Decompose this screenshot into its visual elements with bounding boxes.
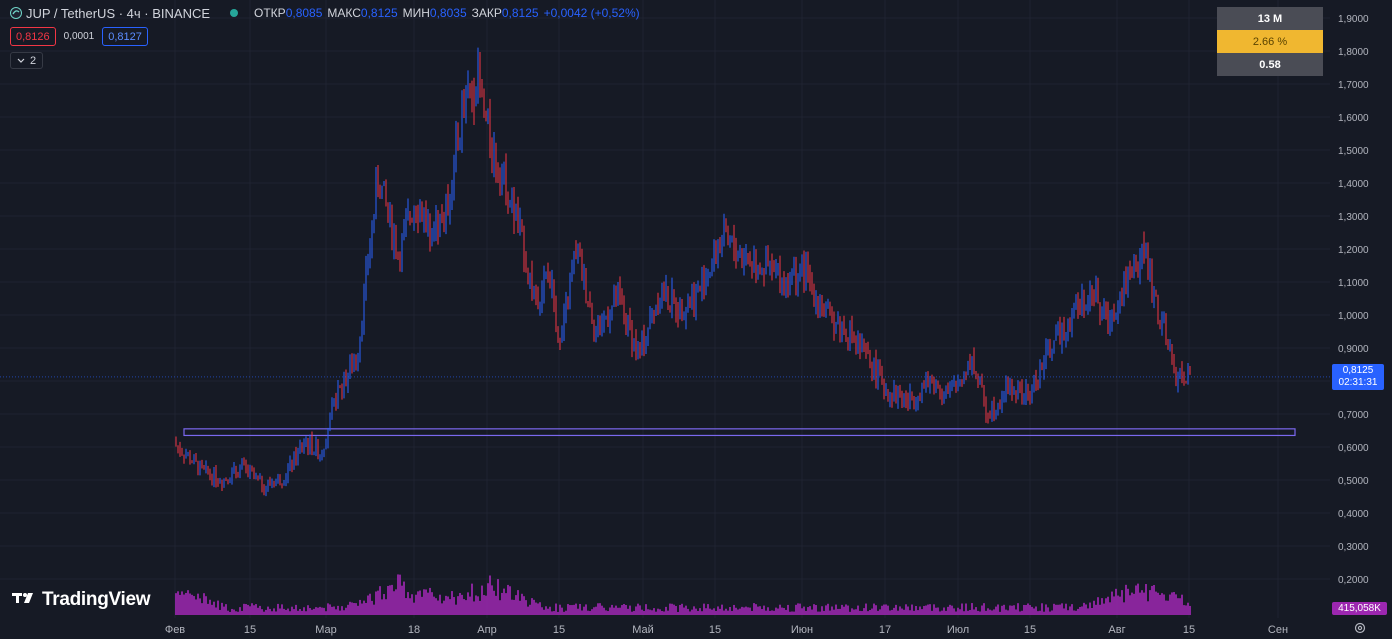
price-tick-label: 1,0000 bbox=[1338, 311, 1369, 322]
price-tick-label: 0,7000 bbox=[1338, 410, 1369, 421]
price-tick-label: 1,1000 bbox=[1338, 278, 1369, 289]
sell-button[interactable]: 0,8126 bbox=[10, 27, 56, 46]
low-label: МИН bbox=[402, 6, 430, 20]
price-tick-label: 0,6000 bbox=[1338, 443, 1369, 454]
price-tick-label: 1,9000 bbox=[1338, 14, 1369, 25]
open-label: ОТКР bbox=[254, 6, 286, 20]
price-tick-label: 1,2000 bbox=[1338, 245, 1369, 256]
support-zone[interactable] bbox=[183, 428, 1296, 437]
price-tick-label: 1,3000 bbox=[1338, 212, 1369, 223]
time-tick-label: 15 bbox=[553, 624, 565, 636]
time-tick-label: 15 bbox=[1183, 624, 1195, 636]
price-tick-label: 1,5000 bbox=[1338, 146, 1369, 157]
price-tick-label: 0,2000 bbox=[1338, 575, 1369, 586]
time-tick-label: 15 bbox=[709, 624, 721, 636]
indicators-toggle-button[interactable]: 2 bbox=[10, 52, 44, 69]
current-price-tag: 0,8125 02:31:31 bbox=[1332, 363, 1384, 390]
settings-gear-icon[interactable] bbox=[1353, 621, 1367, 635]
time-tick-label: Авг bbox=[1108, 624, 1125, 636]
price-tick-label: 0,5000 bbox=[1338, 476, 1369, 487]
low-value: 0,8035 bbox=[429, 6, 467, 20]
price-tick-label: 1,6000 bbox=[1338, 113, 1369, 124]
current-price-value: 0,8125 bbox=[1342, 364, 1374, 376]
info-cell-3: 0.58 bbox=[1217, 53, 1323, 76]
info-table: 13 M 2.66 % 0.58 bbox=[1217, 7, 1323, 76]
quote-row: 0,8126 0,0001 0,8127 bbox=[10, 27, 148, 46]
time-tick-label: 18 bbox=[408, 624, 420, 636]
indicators-count: 2 bbox=[30, 54, 37, 67]
buy-button[interactable]: 0,8127 bbox=[102, 27, 148, 46]
time-tick-label: Июн bbox=[791, 624, 813, 636]
price-tick-label: 1,4000 bbox=[1338, 179, 1369, 190]
bar-countdown: 02:31:31 bbox=[1338, 376, 1378, 388]
time-tick-label: Апр bbox=[477, 624, 496, 636]
time-tick-label: 15 bbox=[1024, 624, 1036, 636]
symbol-legend: JUP / TetherUS · 4ч · BINANCE ОТКР 0,808… bbox=[10, 5, 640, 21]
high-value: 0,8125 bbox=[360, 6, 398, 20]
price-tick-label: 0,4000 bbox=[1338, 509, 1369, 520]
time-tick-label: Мар bbox=[315, 624, 337, 636]
time-tick-label: Фев bbox=[165, 624, 185, 636]
tradingview-logo-text: TradingView bbox=[42, 589, 151, 610]
open-value: 0,8085 bbox=[285, 6, 323, 20]
symbol-logo-icon bbox=[10, 7, 22, 19]
spread-value: 0,0001 bbox=[63, 31, 95, 42]
info-cell-1: 13 M bbox=[1217, 7, 1323, 30]
time-axis[interactable]: Фев 15 Мар 18 Апр 15 Май 15 Июн 17 Июл 15 Авг 15 Сен bbox=[165, 624, 1288, 636]
time-tick-label: 17 bbox=[879, 624, 891, 636]
grid bbox=[0, 0, 1330, 618]
volume-tag: 415,058K bbox=[1332, 602, 1387, 615]
time-tick-label: Июл bbox=[947, 624, 969, 636]
support-zone-rect bbox=[183, 428, 1296, 437]
tradingview-logo[interactable]: TradingView bbox=[12, 589, 151, 611]
symbol-title[interactable]: JUP / TetherUS · 4ч · BINANCE bbox=[26, 5, 211, 21]
price-axis[interactable]: 1,9000 1,8000 1,7000 1,6000 1,5000 1,4000 1,30… bbox=[1338, 14, 1369, 586]
change-value: +0,0042 (+0,52%) bbox=[543, 6, 640, 20]
info-cell-2: 2.66 % bbox=[1217, 30, 1323, 53]
time-tick-label: 15 bbox=[244, 624, 256, 636]
time-tick-label: Сен bbox=[1268, 624, 1288, 636]
price-tick-label: 1,7000 bbox=[1338, 80, 1369, 91]
chevron-down-icon bbox=[17, 55, 25, 67]
tradingview-logo-icon bbox=[12, 591, 38, 609]
price-tick-label: 1,8000 bbox=[1338, 47, 1369, 58]
high-label: МАКС bbox=[327, 6, 361, 20]
candles bbox=[175, 47, 1191, 497]
time-tick-label: Май bbox=[632, 624, 654, 636]
price-tick-label: 0,9000 bbox=[1338, 344, 1369, 355]
market-status-icon[interactable] bbox=[230, 9, 239, 17]
close-label: ЗАКР bbox=[471, 6, 502, 20]
price-tick-label: 0,3000 bbox=[1338, 542, 1369, 553]
volume-bars bbox=[175, 574, 1191, 615]
close-value: 0,8125 bbox=[501, 6, 539, 20]
